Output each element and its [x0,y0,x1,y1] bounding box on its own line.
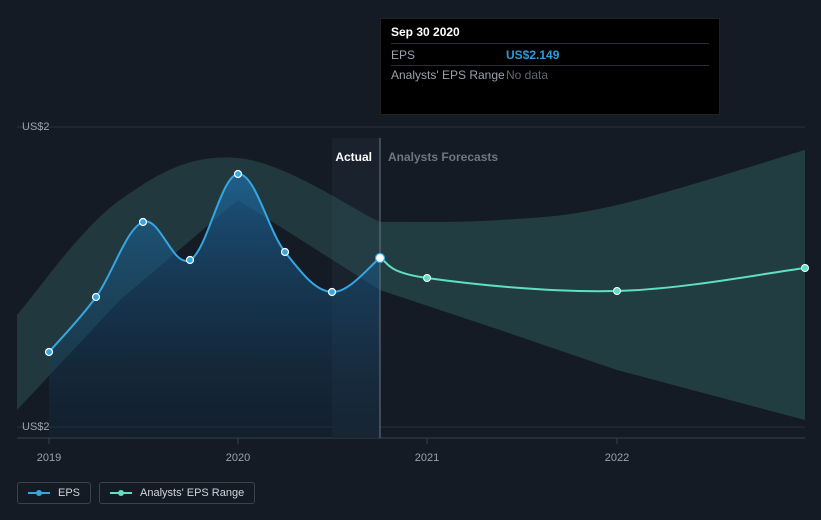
tooltip-title: Sep 30 2020 [391,25,709,44]
tooltip-row-label: Analysts' EPS Range [391,68,506,82]
legend-item-eps[interactable]: EPS [17,482,91,504]
legend-dot-icon [36,490,42,496]
legend-dot-icon [118,490,124,496]
x-axis-label: 2022 [605,452,629,464]
legend-swatch-icon [110,488,132,498]
tooltip-row-value: US$2.149 [506,48,709,62]
legend-item-eps-range[interactable]: Analysts' EPS Range [99,482,255,504]
eps-chart: Sep 30 2020 EPS US$2.149 Analysts' EPS R… [0,0,821,520]
legend-swatch-icon [28,488,50,498]
tooltip-row-value: No data [506,68,709,82]
y-axis-label: US$2 [22,421,50,433]
y-axis-label: US$2 [22,121,50,133]
x-axis-label: 2021 [415,452,439,464]
chart-tooltip: Sep 30 2020 EPS US$2.149 Analysts' EPS R… [380,18,720,115]
legend-label: Analysts' EPS Range [140,487,244,499]
region-label-forecast: Analysts Forecasts [388,150,498,164]
legend-label: EPS [58,487,80,499]
chart-legend: EPS Analysts' EPS Range [17,482,255,504]
tooltip-row-label: EPS [391,48,506,62]
region-label-actual: Actual [335,150,372,164]
x-axis-label: 2019 [37,452,61,464]
x-axis-label: 2020 [226,452,250,464]
